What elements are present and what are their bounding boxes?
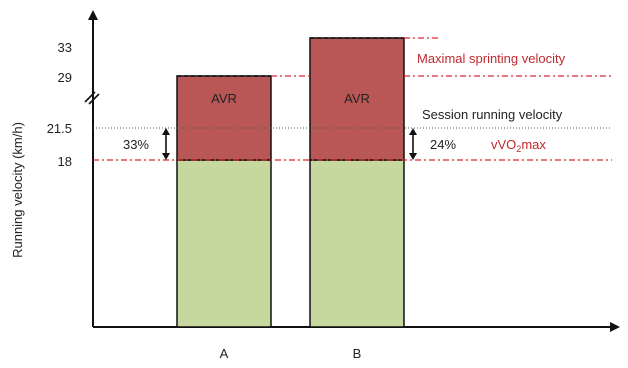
vvo2max-subscript: 2: [516, 144, 521, 154]
session-velocity-annotation: Session running velocity: [422, 107, 563, 122]
axis-break-mark-2: [88, 93, 100, 105]
x-category-a: A: [220, 346, 229, 361]
y-tick-21-5: 21.5: [47, 121, 72, 136]
bar-b-avr-label: AVR: [344, 91, 370, 106]
pct-label-b: 24%: [430, 137, 456, 152]
vvo2max-annotation: vVO2max: [491, 137, 546, 154]
y-tick-18: 18: [58, 154, 72, 169]
y-axis-arrow: [88, 10, 98, 20]
y-tick-29: 29: [58, 70, 72, 85]
bar-a: AVR: [176, 75, 272, 328]
bar-a-avr-label: AVR: [211, 91, 237, 106]
vvo2max-suffix: max: [521, 137, 546, 152]
pct-label-a: 33%: [123, 137, 149, 152]
bar-b-avr-segment: [309, 37, 405, 161]
x-category-b: B: [353, 346, 362, 361]
arrow-a: [162, 128, 170, 160]
bar-b: AVR: [309, 37, 405, 328]
max-sprint-annotation: Maximal sprinting velocity: [417, 51, 566, 66]
y-axis-label: Running velocity (km/h): [10, 122, 25, 258]
bar-a-avr-segment: [176, 75, 272, 161]
bar-b-base-segment: [309, 159, 405, 328]
arrow-b: [409, 128, 417, 160]
x-axis-arrow: [610, 322, 620, 332]
vvo2max-prefix: vVO: [491, 137, 516, 152]
y-tick-33: 33: [58, 40, 72, 55]
bar-a-base-segment: [176, 159, 272, 328]
axis-break-mark-1: [84, 91, 96, 103]
